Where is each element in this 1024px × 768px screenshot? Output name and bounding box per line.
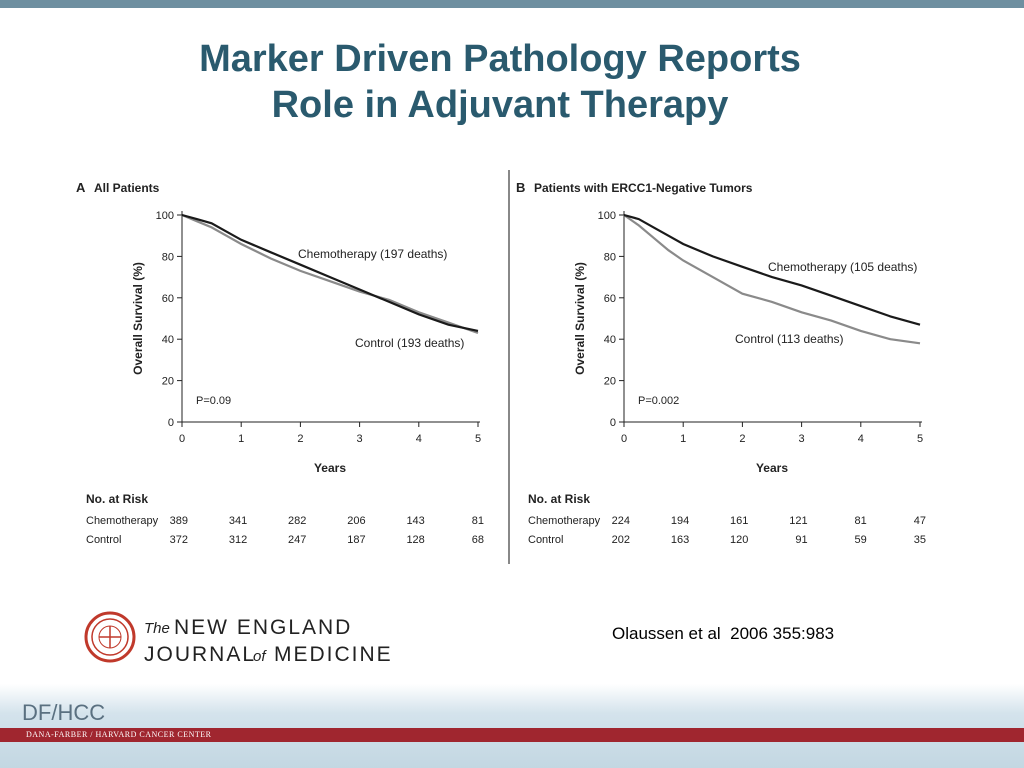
risk-value: 68 [472, 534, 484, 546]
risk-value: 128 [406, 534, 424, 546]
series-line-chemotherapy [623, 213, 921, 326]
risk-value: 91 [795, 534, 807, 546]
panel-title: Patients with ERCC1-Negative Tumors [534, 181, 753, 195]
panel-letter: B [516, 180, 525, 195]
nejm-of: of [253, 648, 267, 665]
panel-title: All Patients [94, 181, 160, 195]
risk-value: 194 [671, 515, 689, 527]
y-axis-title: Overall Survival (%) [573, 262, 587, 375]
risk-value: 282 [288, 515, 306, 527]
risk-value: 59 [855, 534, 867, 546]
risk-value: 187 [347, 534, 365, 546]
series-label-chemotherapy: Chemotherapy (197 deaths) [298, 247, 447, 261]
slide-title-line-1: Marker Driven Pathology Reports [199, 38, 801, 80]
risk-value: 372 [170, 534, 188, 546]
series-line-control [623, 214, 921, 345]
x-tick-label: 4 [416, 433, 422, 445]
chart-panel-b: B Patients with ERCC1-Negative Tumors0204… [516, 180, 926, 546]
footer-band [0, 684, 1024, 768]
risk-value: 163 [671, 534, 689, 546]
risk-value: 161 [730, 515, 748, 527]
y-axis-title: Overall Survival (%) [131, 262, 145, 375]
risk-value: 247 [288, 534, 306, 546]
x-tick-label: 0 [621, 433, 627, 445]
x-tick-label: 1 [680, 433, 686, 445]
series-line-chemotherapy [181, 213, 479, 332]
risk-row-label: Control [528, 534, 563, 546]
series-label-control: Control (113 deaths) [735, 332, 844, 346]
x-tick-label: 2 [297, 433, 303, 445]
risk-value: 224 [612, 515, 630, 527]
footer-red-bar [0, 728, 1024, 742]
risk-value: 81 [472, 515, 484, 527]
x-tick-label: 3 [357, 433, 363, 445]
x-tick-label: 1 [238, 433, 244, 445]
y-tick-label: 20 [604, 376, 616, 388]
risk-row-label: Control [86, 534, 121, 546]
risk-value: 35 [914, 534, 926, 546]
risk-row-label: Chemotherapy [86, 515, 159, 527]
y-tick-label: 80 [162, 251, 174, 263]
p-value-annotation: P=0.002 [638, 395, 679, 407]
risk-row-label: Chemotherapy [528, 515, 601, 527]
nejm-medicine: MEDICINE [274, 643, 393, 666]
y-tick-label: 40 [604, 334, 616, 346]
y-tick-label: 100 [156, 210, 174, 222]
risk-table-header: No. at Risk [86, 492, 148, 506]
x-tick-label: 3 [799, 433, 805, 445]
risk-value: 47 [914, 515, 926, 527]
panel-divider [508, 170, 510, 564]
series-label-chemotherapy: Chemotherapy (105 deaths) [768, 260, 917, 274]
risk-table-header: No. at Risk [528, 492, 590, 506]
nejm-the: The [144, 620, 170, 637]
y-tick-label: 0 [610, 417, 616, 429]
x-axis-title: Years [756, 461, 788, 475]
y-tick-label: 20 [162, 376, 174, 388]
chart-panel-a: A All Patients 0 20 40 60 80 100 0 1 2 3 4 5 Overall S… [76, 180, 484, 546]
slide-title-line-2: Role in Adjuvant Therapy [271, 84, 729, 126]
risk-value: 143 [406, 515, 424, 527]
nejm-journal: JOURNAL [144, 643, 256, 666]
y-tick-label: 60 [604, 293, 616, 305]
footer-org-name: DANA-FARBER / HARVARD CANCER CENTER [26, 730, 212, 739]
citation: Olaussen et al 2006 355:983 [612, 624, 835, 643]
figure-panel [66, 170, 956, 566]
x-tick-label: 2 [739, 433, 745, 445]
x-tick-label: 4 [858, 433, 864, 445]
top-accent-bar [0, 0, 1024, 8]
risk-value: 206 [347, 515, 365, 527]
x-tick-label: 5 [917, 433, 923, 445]
p-value-annotation: P=0.09 [196, 395, 231, 407]
y-tick-label: 40 [162, 334, 174, 346]
risk-value: 121 [789, 515, 807, 527]
risk-value: 120 [730, 534, 748, 546]
panel-letter: A [76, 180, 86, 195]
y-tick-label: 60 [162, 293, 174, 305]
risk-value: 312 [229, 534, 247, 546]
risk-value: 202 [612, 534, 630, 546]
series-line-control [181, 213, 479, 335]
x-tick-label: 5 [475, 433, 481, 445]
nejm-new-england: NEW ENGLAND [174, 616, 352, 639]
risk-value: 389 [170, 515, 188, 527]
y-tick-label: 0 [168, 417, 174, 429]
y-tick-label: 80 [604, 251, 616, 263]
nejm-seal-icon [84, 611, 136, 663]
slide-title: Marker Driven Pathology Reports Role in … [140, 36, 860, 128]
footer-logo-acronym: DF/HCC [22, 700, 106, 725]
y-tick-label: 100 [598, 210, 616, 222]
series-label-control: Control (193 deaths) [355, 336, 464, 350]
risk-value: 341 [229, 515, 247, 527]
x-tick-label: 0 [179, 433, 185, 445]
x-axis-title: Years [314, 461, 346, 475]
risk-value: 81 [855, 515, 867, 527]
nejm-logo: The NEW ENGLAND JOURNAL of MEDICINE [84, 611, 393, 666]
